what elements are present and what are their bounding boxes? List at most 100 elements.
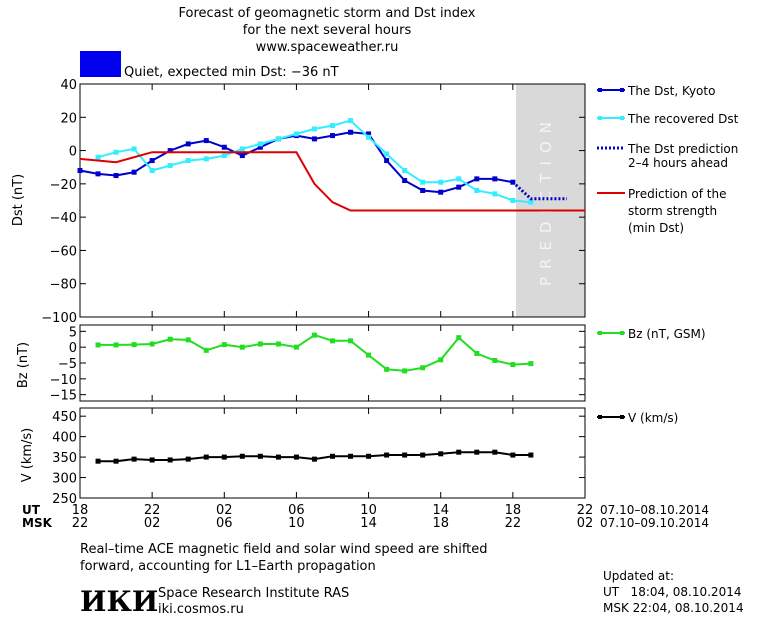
legend-strength-label-3: (min Dst) bbox=[628, 221, 684, 235]
data-point bbox=[131, 146, 137, 152]
data-point bbox=[275, 454, 281, 460]
data-point bbox=[510, 198, 516, 203]
data-point bbox=[402, 168, 408, 174]
chart-title-line-3: www.spaceweather.ru bbox=[256, 40, 399, 55]
data-point bbox=[456, 176, 462, 182]
bz-panel: Bz (nT) 50−5−10−15 bbox=[16, 324, 586, 404]
msk-axis-label: MSK bbox=[22, 516, 53, 530]
institute-name: Space Research Institute RAS bbox=[158, 586, 349, 601]
data-point bbox=[203, 454, 209, 460]
data-point bbox=[492, 449, 498, 455]
data-point bbox=[420, 188, 426, 194]
data-point bbox=[239, 153, 245, 159]
y-tick-label: −10 bbox=[50, 373, 77, 388]
data-point bbox=[402, 368, 408, 374]
data-point bbox=[456, 449, 462, 455]
data-point bbox=[330, 123, 335, 129]
y-tick-label: 450 bbox=[52, 410, 77, 425]
data-point bbox=[402, 178, 408, 184]
ut-tick-label: 22 bbox=[144, 503, 161, 518]
data-point bbox=[384, 366, 390, 372]
y-tick-label: −40 bbox=[50, 211, 77, 226]
series-line bbox=[79, 151, 585, 212]
data-point bbox=[402, 452, 408, 458]
legend-recovered-marker bbox=[620, 116, 624, 120]
legend-v-marker bbox=[620, 415, 624, 419]
data-point bbox=[366, 134, 372, 140]
data-point bbox=[348, 118, 354, 124]
data-point bbox=[293, 131, 299, 137]
y-tick-label: 300 bbox=[52, 472, 77, 487]
msk-tick-label: 02 bbox=[144, 516, 161, 531]
data-point bbox=[275, 341, 281, 347]
data-point bbox=[420, 179, 426, 185]
data-point bbox=[438, 357, 444, 363]
data-point bbox=[474, 449, 480, 455]
ut-date-range: 07.10–08.10.2014 bbox=[600, 503, 709, 517]
data-point bbox=[221, 153, 227, 159]
data-point bbox=[293, 454, 299, 460]
dst-axis-label: Dst (nT) bbox=[11, 174, 26, 226]
data-point bbox=[456, 184, 462, 190]
data-point bbox=[95, 154, 101, 160]
msk-tick-label: 14 bbox=[360, 516, 377, 531]
y-tick-label: 400 bbox=[52, 431, 77, 446]
prediction-band bbox=[516, 84, 585, 317]
data-point bbox=[474, 351, 480, 356]
data-point bbox=[77, 168, 83, 174]
data-point bbox=[366, 352, 372, 358]
data-point bbox=[239, 453, 245, 459]
data-point bbox=[257, 341, 263, 347]
data-point bbox=[131, 456, 137, 462]
iki-logo: ИКИ bbox=[80, 585, 158, 618]
legend-dst-label: The Dst, Kyoto bbox=[627, 84, 715, 98]
data-point bbox=[311, 332, 317, 338]
data-point bbox=[330, 338, 335, 344]
data-point bbox=[167, 336, 173, 342]
data-point bbox=[257, 144, 263, 150]
data-point bbox=[528, 199, 534, 205]
data-point bbox=[438, 189, 444, 195]
data-point bbox=[221, 144, 227, 150]
data-point bbox=[510, 179, 516, 185]
data-point bbox=[113, 149, 119, 155]
data-point bbox=[510, 452, 516, 458]
legend-v-marker bbox=[598, 415, 602, 419]
status-indicator bbox=[80, 51, 121, 77]
data-point bbox=[275, 136, 281, 142]
legend-dst-marker bbox=[598, 88, 602, 92]
ut-tick-label: 14 bbox=[432, 503, 449, 518]
legend-prediction-label-2: 2–4 hours ahead bbox=[628, 156, 728, 170]
updated-msk: MSK 22:04, 08.10.2014 bbox=[603, 601, 744, 615]
data-point bbox=[185, 337, 191, 343]
data-point bbox=[149, 158, 155, 164]
legend-bz-label: Bz (nT, GSM) bbox=[628, 327, 706, 341]
footer-note-line-1: Real–time ACE magnetic field and solar w… bbox=[80, 542, 488, 557]
msk-tick-label: 02 bbox=[577, 516, 594, 531]
data-point bbox=[474, 176, 480, 182]
y-tick-label: −20 bbox=[50, 178, 77, 193]
legend-recovered-label: The recovered Dst bbox=[627, 112, 739, 126]
data-point bbox=[185, 456, 191, 462]
legend-bz-marker bbox=[598, 331, 602, 335]
data-point bbox=[167, 163, 173, 169]
data-point bbox=[167, 457, 173, 463]
legend-v-label: V (km/s) bbox=[628, 411, 678, 425]
y-tick-label: 250 bbox=[52, 492, 77, 507]
msk-tick-label: 10 bbox=[288, 516, 305, 531]
chart-title-line-2: for the next several hours bbox=[243, 23, 412, 38]
data-point bbox=[420, 365, 426, 371]
msk-tick-label: 18 bbox=[432, 516, 449, 531]
data-point bbox=[149, 457, 155, 463]
y-tick-label: 0 bbox=[69, 145, 77, 160]
data-point bbox=[149, 341, 155, 347]
y-tick-label: −100 bbox=[41, 311, 77, 326]
y-tick-label: −80 bbox=[50, 278, 77, 293]
data-point bbox=[113, 173, 119, 179]
legend-strength-label-1: Prediction of the bbox=[628, 187, 727, 201]
updated-label: Updated at: bbox=[603, 569, 674, 583]
data-point bbox=[221, 342, 227, 348]
data-point bbox=[456, 335, 462, 341]
legend-bz-marker bbox=[620, 331, 624, 335]
series-line bbox=[98, 334, 531, 372]
